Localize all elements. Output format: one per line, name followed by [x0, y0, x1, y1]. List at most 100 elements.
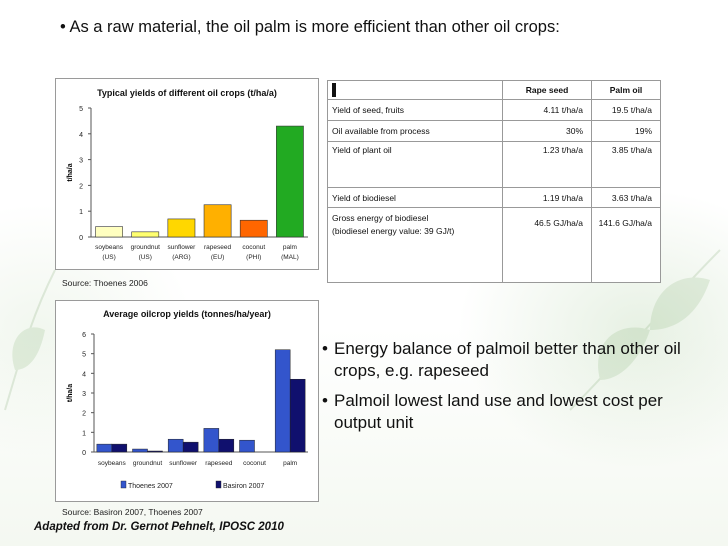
chart2-bar — [182, 441, 199, 453]
leaf-decoration-left-icon — [4, 269, 56, 411]
chart2-x-tick-label: coconut — [243, 460, 266, 467]
chart2-svg: 0 1 2 3 4 5 6 t/ha/a soybeans groundnut sunflower r… — [67, 332, 308, 490]
table-row: Yield of biodiesel 1.19 t/ha/a 3.63 t/ha… — [327, 187, 661, 208]
chart2-y-tick-label: 4 — [82, 371, 86, 378]
chart1-x-tick-label: (EU) — [211, 254, 224, 261]
table-cell: 3.85 t/ha/a — [591, 141, 661, 188]
table-header-cell: Rape seed — [502, 80, 592, 100]
chart2-bar — [218, 438, 235, 453]
chart1-title: Typical yields of different oil crops (t… — [97, 88, 277, 98]
source-1: Source: Thoenes 2006 — [62, 278, 148, 288]
top-bullet: • As a raw material, the oil palm is mor… — [60, 18, 560, 36]
source-2: Source: Basiron 2007, Thoenes 2007 — [62, 507, 203, 517]
chart2-title: Average oilcrop yields (tonnes/ha/year) — [103, 309, 271, 319]
chart1-svg: 0 1 2 3 4 5 t/ha/a soybeans (US) groundnut (US) sun… — [67, 106, 308, 261]
chart1-x-tick-label: (US) — [102, 254, 115, 261]
yields-table: Rape seed Palm oil Yield of seed, fruits… — [327, 80, 661, 283]
chart1-x-tick-label: palm — [283, 244, 297, 251]
table-cell: Yield of seed, fruits — [327, 99, 503, 121]
chart2-y-tick-label: 6 — [82, 332, 86, 339]
chart1-bar — [131, 231, 160, 238]
table-cell: 46.5 GJ/ha/a — [502, 207, 592, 283]
top-bullet-text: As a raw material, the oil palm is more … — [69, 18, 560, 36]
chart1-y-tick-label: 5 — [79, 106, 83, 113]
chart1-x-tick-label: (PHI) — [246, 254, 261, 261]
chart2-bar — [239, 439, 255, 453]
chart1-y-tick-label: 1 — [79, 209, 83, 216]
chart1-x-tick-label: rapeseed — [204, 244, 231, 251]
table-cell: Yield of plant oil — [327, 141, 503, 188]
chart1-y-axis-label: t/ha/a — [67, 163, 74, 181]
chart1-x-tick-label: groundnut — [131, 244, 160, 251]
chart1-bar — [276, 125, 304, 238]
chart2-y-tick-label: 3 — [82, 391, 86, 398]
chart1-y-tick-label: 4 — [79, 132, 83, 139]
chart2-bar — [111, 443, 128, 453]
chart2-legend-swatch — [215, 480, 222, 489]
chart2-legend-label: Thoenes 2007 — [128, 483, 173, 490]
chart2-legend-swatch — [120, 480, 127, 489]
table-row: Yield of seed, fruits 4.11 t/ha/a 19.5 t… — [327, 99, 661, 121]
chart-typical-yields: Typical yields of different oil crops (t… — [55, 78, 319, 270]
chart1-bar — [239, 219, 268, 238]
chart2-y-tick-label: 2 — [82, 411, 86, 418]
table-cell: Yield of biodiesel — [327, 187, 503, 208]
table-cell: 30% — [502, 120, 592, 142]
chart1-bar — [203, 204, 232, 238]
chart1-y-tick-label: 3 — [79, 158, 83, 165]
chart2-y-tick-label: 5 — [82, 352, 86, 359]
list-item: • Palmoil lowest land use and lowest cost… — [322, 390, 707, 434]
chart2-y-tick-label: 1 — [82, 430, 86, 437]
header-marker — [332, 83, 336, 97]
chart1-x-tick-label: coconut — [242, 244, 265, 251]
table-cell: 19% — [591, 120, 661, 142]
table-cell: Oil available from process — [327, 120, 503, 142]
bullet-dot: • — [322, 339, 328, 358]
table-cell: 141.6 GJ/ha/a — [591, 207, 661, 283]
chart1-x-tick-label: (US) — [139, 254, 152, 261]
chart2-bar — [132, 448, 148, 453]
table-cell: 19.5 t/ha/a — [591, 99, 661, 121]
chart2-x-tick-label: groundnut — [133, 460, 162, 467]
bullet-dot: • — [322, 391, 328, 410]
list-item: • Energy balance of palmoil better than o… — [322, 338, 707, 382]
bullet-text: Energy balance of palmoil better than ot… — [334, 339, 681, 380]
chart2-legend-label: Basiron 2007 — [223, 483, 264, 490]
chart-average-yields: Average oilcrop yields (tonnes/ha/year) … — [55, 300, 319, 502]
table-header-cell — [327, 80, 503, 100]
chart2-y-tick-label: 0 — [82, 450, 86, 457]
chart2-y-axis-label: t/ha/a — [67, 384, 74, 402]
chart1-x-tick-label: soybeans — [95, 244, 124, 251]
chart2-bar — [289, 378, 306, 453]
chart1-bar — [167, 218, 196, 238]
chart2-bar — [96, 443, 113, 453]
chart2-x-tick-label: palm — [283, 460, 297, 467]
chart2-bar — [147, 450, 163, 453]
chart2-x-tick-label: rapeseed — [205, 460, 232, 467]
chart1-y-tick-label: 0 — [79, 235, 83, 242]
chart1-x-tick-label: sunflower — [168, 244, 197, 251]
table-header-cell: Palm oil — [591, 80, 661, 100]
table-row: Gross energy of biodiesel (biodiesel ene… — [327, 207, 661, 283]
credit-line: Adapted from Dr. Gernot Pehnelt, IPOSC 2… — [34, 521, 284, 533]
table-cell: Gross energy of biodiesel (biodiesel ene… — [327, 207, 503, 283]
bullet-text: Palmoil lowest land use and lowest cost … — [334, 391, 663, 432]
chart1-x-tick-label: (MAL) — [281, 254, 299, 261]
chart2-bar — [274, 349, 291, 453]
table-row: Yield of plant oil 1.23 t/ha/a 3.85 t/ha… — [327, 141, 661, 188]
chart2-bar — [203, 428, 220, 453]
table-cell: 4.11 t/ha/a — [502, 99, 592, 121]
chart2-x-tick-label: sunflower — [169, 460, 198, 467]
chart1-x-tick-label: (ARG) — [172, 254, 190, 261]
table-header-row: Rape seed Palm oil — [327, 80, 661, 100]
right-bullets: • Energy balance of palmoil better than o… — [322, 338, 707, 442]
table-cell: 1.19 t/ha/a — [502, 187, 592, 208]
chart2-x-tick-label: soybeans — [98, 460, 127, 467]
chart2-bar — [167, 438, 184, 453]
table-row: Oil available from process 30% 19% — [327, 120, 661, 142]
table-cell: 1.23 t/ha/a — [502, 141, 592, 188]
chart1-bar — [95, 226, 123, 238]
chart1-y-tick-label: 2 — [79, 183, 83, 190]
table-cell: 3.63 t/ha/a — [591, 187, 661, 208]
leaf-decoration-right-icon — [569, 249, 721, 411]
